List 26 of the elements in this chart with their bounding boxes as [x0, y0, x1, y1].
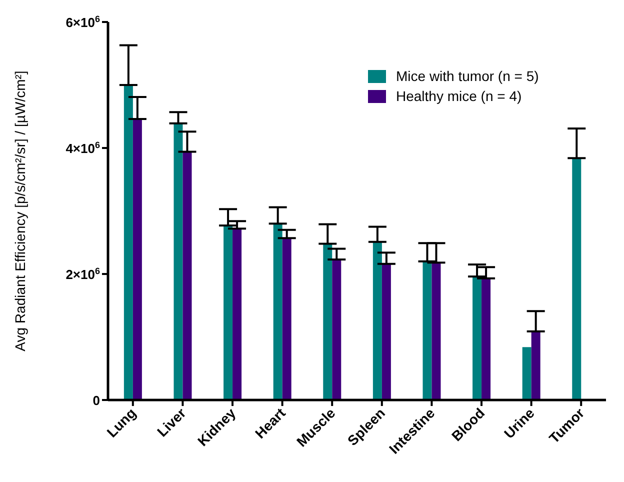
bar — [472, 276, 482, 400]
y-tick-label: 2×10$^{6}$ — [66, 266, 100, 282]
bar — [522, 347, 532, 400]
bar — [232, 228, 242, 400]
bar — [174, 123, 183, 400]
bar — [432, 262, 441, 400]
y-axis-title: Avg Radiant Efficiency [p/s/cm²/sr] / [µW/cm²] — [12, 70, 28, 352]
bar — [482, 278, 491, 400]
bar — [124, 85, 133, 400]
bar — [531, 331, 540, 400]
bar — [224, 225, 233, 400]
bar — [323, 244, 332, 400]
bar — [182, 152, 192, 400]
y-tick-label: 0 — [92, 393, 100, 408]
bar — [282, 238, 292, 400]
bar — [422, 261, 432, 400]
bar — [382, 264, 391, 400]
y-tick-label: 4×10$^{6}$ — [66, 140, 100, 156]
legend-label: Healthy mice (n = 4) — [396, 88, 522, 104]
bar — [572, 158, 582, 400]
bar — [332, 260, 342, 400]
bar — [273, 224, 282, 400]
bar — [372, 242, 382, 400]
bar — [132, 119, 142, 400]
legend-label: Mice with tumor (n = 5) — [396, 68, 539, 84]
y-tick-label: 6×10$^{6}$ — [66, 14, 100, 30]
